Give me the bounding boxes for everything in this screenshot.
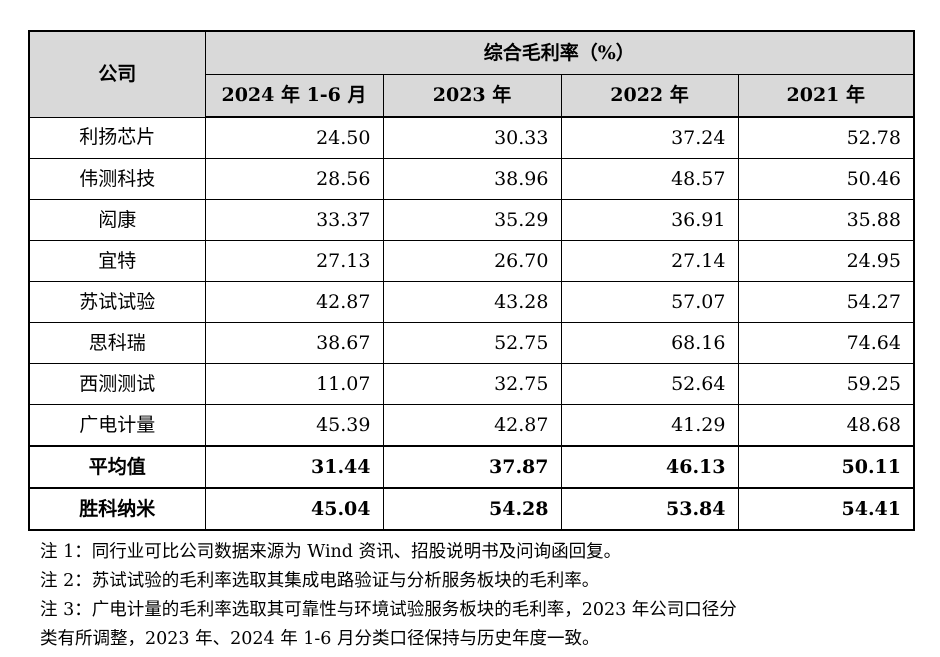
- table-cell: 42.87: [204, 281, 384, 323]
- table-cell: 30.33: [382, 116, 562, 159]
- table-cell: 35.29: [382, 199, 562, 241]
- note-3-line-1: 注 3：广电计量的毛利率选取其可靠性与环境试验服务板块的毛利率，2023 年公司…: [40, 600, 737, 620]
- table-cell: 54.28: [382, 487, 562, 531]
- row-company-name: 苏试试验: [28, 281, 206, 323]
- average-label: 平均值: [28, 445, 206, 489]
- table-cell: 59.25: [737, 363, 915, 405]
- row-company-name: 宜特: [28, 240, 206, 282]
- table-cell: 42.87: [382, 404, 562, 447]
- table-cell: 37.87: [382, 445, 562, 489]
- table-cell: 36.91: [560, 199, 739, 241]
- issuer-company-name: 胜科纳米: [28, 487, 206, 531]
- row-company-name: 思科瑞: [28, 322, 206, 364]
- table-cell: 41.29: [560, 404, 739, 447]
- average-row: 平均值 31.44 37.87 46.13 50.11: [28, 445, 915, 489]
- table-row: 闳康 33.37 35.29 36.91 35.88: [28, 199, 915, 241]
- table-cell: 27.13: [204, 240, 384, 282]
- row-company-name: 广电计量: [28, 404, 206, 447]
- table-cell: 53.84: [560, 487, 739, 531]
- gross-margin-table: 公司 综合毛利率（%） 2024 年 1-6 月 2023 年 2022 年 2…: [28, 30, 915, 531]
- table-notes: 注 1：同行业可比公司数据来源为 Wind 资讯、招股说明书及问询函回复。 注 …: [40, 538, 910, 654]
- column-header-2023: 2023 年: [382, 74, 562, 118]
- gross-margin-group-header: 综合毛利率（%）: [204, 30, 915, 75]
- table-cell: 26.70: [382, 240, 562, 282]
- table-row: 宜特 27.13 26.70 27.14 24.95: [28, 240, 915, 282]
- table-cell: 38.67: [204, 322, 384, 364]
- note-3-line-2: 类有所调整，2023 年、2024 年 1-6 月分类口径保持与历史年度一致。: [40, 629, 600, 649]
- table-cell: 38.96: [382, 158, 562, 200]
- table-cell: 54.41: [737, 487, 915, 531]
- table-cell: 11.07: [204, 363, 384, 405]
- column-header-2024h1: 2024 年 1-6 月: [204, 74, 384, 118]
- table-cell: 24.95: [737, 240, 915, 282]
- column-header-2021: 2021 年: [737, 74, 915, 118]
- table-cell: 48.57: [560, 158, 739, 200]
- row-company-name: 西测测试: [28, 363, 206, 405]
- table-cell: 48.68: [737, 404, 915, 447]
- table-cell: 45.04: [204, 487, 384, 531]
- table-cell: 52.64: [560, 363, 739, 405]
- note-1: 注 1：同行业可比公司数据来源为 Wind 资讯、招股说明书及问询函回复。: [40, 542, 622, 562]
- table-cell: 68.16: [560, 322, 739, 364]
- table-cell: 45.39: [204, 404, 384, 447]
- table-cell: 52.78: [737, 116, 915, 159]
- table-row: 伟测科技 28.56 38.96 48.57 50.46: [28, 158, 915, 200]
- table-row: 广电计量 45.39 42.87 41.29 48.68: [28, 404, 915, 447]
- table-cell: 54.27: [737, 281, 915, 323]
- table-cell: 57.07: [560, 281, 739, 323]
- table-cell: 46.13: [560, 445, 739, 489]
- table-cell: 50.11: [737, 445, 915, 489]
- table-cell: 32.75: [382, 363, 562, 405]
- table-row: 苏试试验 42.87 43.28 57.07 54.27: [28, 281, 915, 323]
- column-header-2022: 2022 年: [560, 74, 739, 118]
- table-cell: 28.56: [204, 158, 384, 200]
- table-cell: 35.88: [737, 199, 915, 241]
- table-cell: 33.37: [204, 199, 384, 241]
- row-company-name: 闳康: [28, 199, 206, 241]
- row-company-name: 利扬芯片: [28, 116, 206, 159]
- table-cell: 31.44: [204, 445, 384, 489]
- table-cell: 24.50: [204, 116, 384, 159]
- table-cell: 50.46: [737, 158, 915, 200]
- table-cell: 52.75: [382, 322, 562, 364]
- issuer-row: 胜科纳米 45.04 54.28 53.84 54.41: [28, 487, 915, 531]
- table-cell: 37.24: [560, 116, 739, 159]
- company-column-header: 公司: [28, 30, 206, 118]
- table-row: 西测测试 11.07 32.75 52.64 59.25: [28, 363, 915, 405]
- table-row: 思科瑞 38.67 52.75 68.16 74.64: [28, 322, 915, 364]
- row-company-name: 伟测科技: [28, 158, 206, 200]
- table-cell: 43.28: [382, 281, 562, 323]
- table-row: 利扬芯片 24.50 30.33 37.24 52.78: [28, 116, 915, 159]
- note-2: 注 2：苏试试验的毛利率选取其集成电路验证与分析服务板块的毛利率。: [40, 571, 600, 591]
- table-cell: 74.64: [737, 322, 915, 364]
- table-cell: 27.14: [560, 240, 739, 282]
